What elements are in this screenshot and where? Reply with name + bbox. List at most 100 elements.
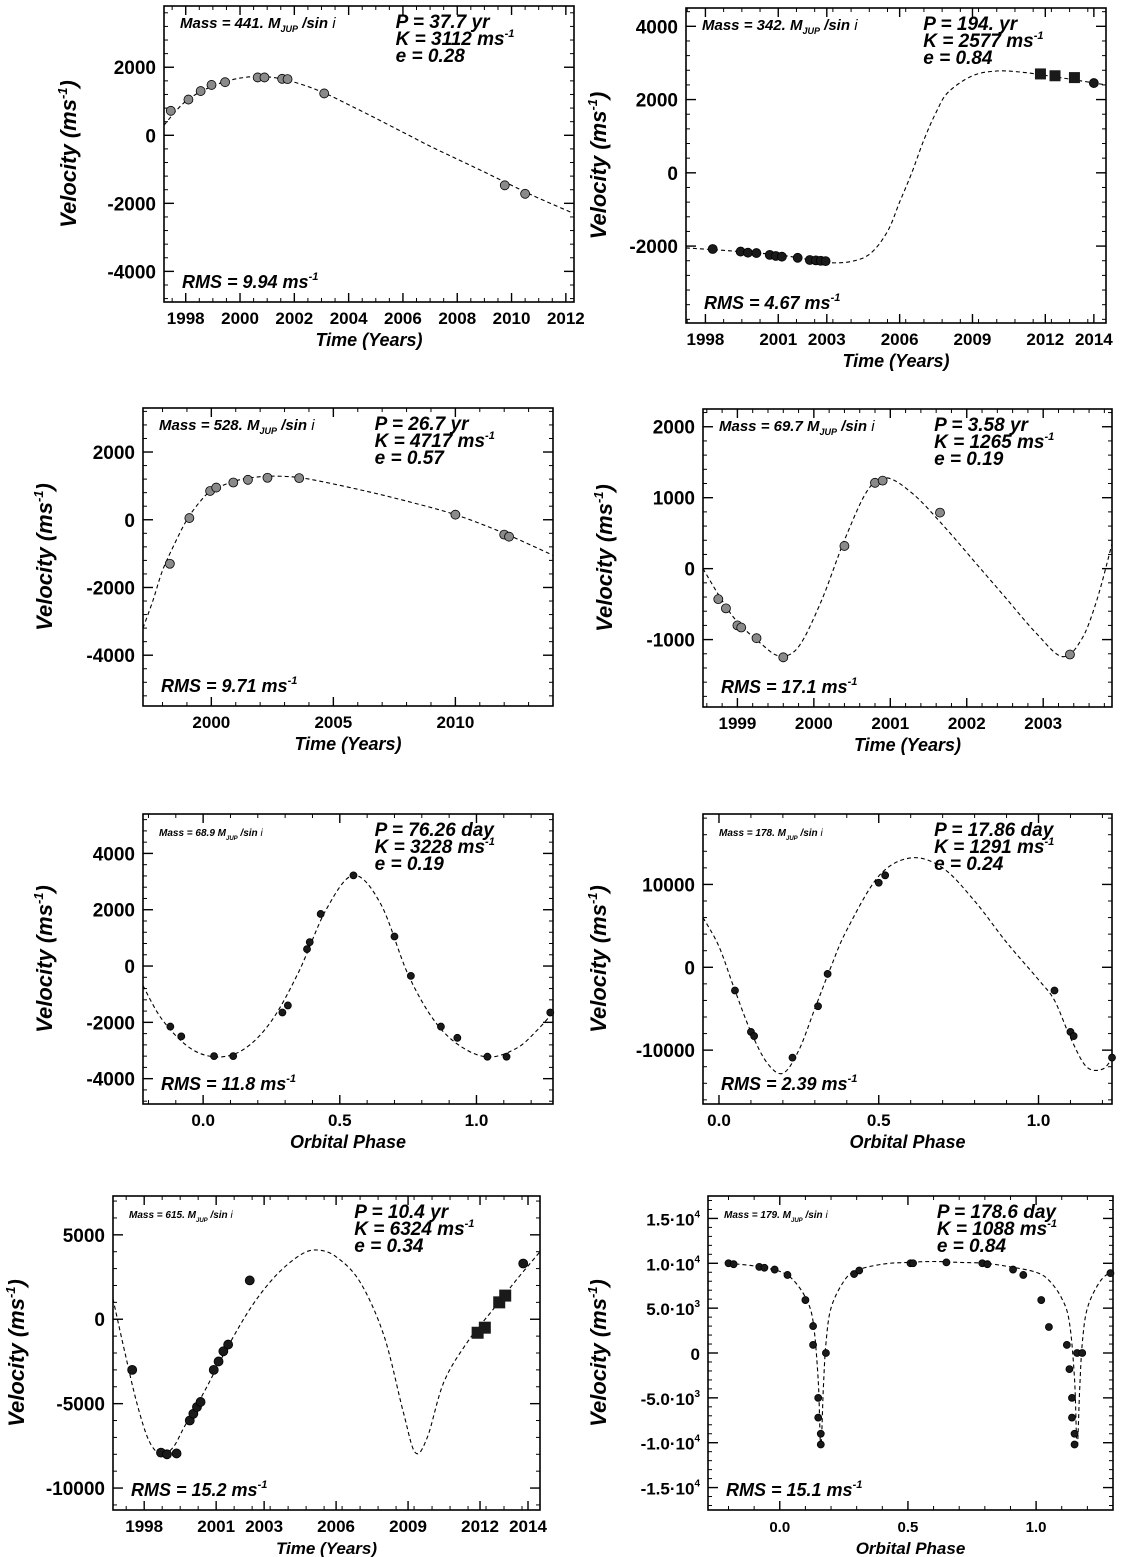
chart-panel-4: 1999 2000 2001 2002 2003 -1000 0 1000 2000 Time (… [591,408,1113,755]
data-point [166,1022,175,1031]
x-axis-label: Orbital Phase [856,1539,966,1557]
data-point [1045,1323,1053,1331]
data-point [721,603,731,614]
data-point [731,986,739,995]
period-annotation: P = 194. yr [923,14,1018,35]
y-tick-label: -10000 [636,1041,695,1062]
x-tick-label: 1999 [718,714,756,733]
eccentricity-annotation: e = 0.19 [934,449,1004,470]
data-point [278,1008,287,1017]
data-point [877,475,888,486]
data-point [881,871,890,880]
period-annotation: P = 178.6 day [937,1202,1058,1223]
semi-amplitude-annotation: K = 3228 ms-1 [375,836,495,858]
y-tick-label: 4000 [636,17,678,38]
fit-curve [143,874,553,1058]
data-point [262,472,273,483]
x-tick-label: 2003 [808,330,846,349]
x-tick-label: 2006 [317,1517,355,1536]
data-point [349,871,358,880]
data-point [801,1296,810,1304]
mass-annotation: Mass = 68.9 MJUP /sin i [159,828,263,842]
y-axis-label: Velocity (ms-1) [31,483,57,631]
y-tick-label: -2000 [86,578,135,599]
data-point [820,256,831,266]
x-axis-label: Orbital Phase [849,1132,965,1152]
y-tick-label: 2000 [93,443,135,464]
rms-annotation: RMS = 15.1 ms-1 [726,1479,862,1500]
rms-annotation: RMS = 2.39 ms-1 [721,1073,857,1094]
x-tick-label: 2006 [384,309,422,328]
x-axis-label: Time (Years) [854,735,961,755]
data-point [770,1265,779,1274]
mass-annotation: Mass = 69.7 MJUP /sin i [719,418,875,437]
y-tick-label: 2000 [93,901,135,922]
y-tick-label: -5.0·103 [641,1389,701,1409]
data-point [1088,78,1099,88]
data-point [1065,1365,1074,1374]
plot-frame [163,5,575,303]
x-tick-label: 2008 [438,309,476,328]
chart-panel-1: 1998 2000 2002 2004 2006 2008 2010 2012 -4000 -20… [55,5,585,350]
data-point [1068,1393,1076,1402]
data-point [282,74,293,85]
y-tick-label: -2000 [86,1013,135,1034]
data-point [223,1339,234,1350]
data-point-square [1034,68,1046,80]
data-point [305,938,314,947]
y-tick-label: 0 [124,511,135,532]
data-point-square [478,1321,491,1334]
x-tick-label: 2005 [314,713,352,732]
rms-annotation: RMS = 17.1 ms-1 [721,676,857,697]
data-point [935,507,945,518]
data-point [244,1275,255,1286]
data-point [183,94,194,105]
x-axis-label: Time (Years) [294,734,401,754]
data-point [707,244,718,254]
data-point [736,622,747,633]
y-tick-label: -10000 [46,1479,105,1500]
data-point-square [1049,70,1061,82]
x-tick-label: 2002 [948,714,986,733]
x-tick-label: 2000 [221,309,259,328]
x-tick-label: 1.0 [465,1111,489,1130]
x-tick-label: 2000 [795,714,833,733]
data-point [303,945,311,954]
y-axis-label: Velocity (ms-1) [55,80,81,228]
mass-annotation: Mass = 179. MJUP /sin i [724,1210,828,1224]
data-point [1106,1269,1115,1278]
data-point [816,1429,825,1438]
y-axis-label: Velocity (ms-1) [3,1279,29,1427]
mass-annotation: Mass = 342. MJUP /sin i [702,17,858,36]
rms-annotation: RMS = 9.71 ms-1 [161,675,297,696]
data-point [855,1266,864,1275]
y-tick-label: 2000 [114,58,156,79]
plot-frame [702,408,1113,708]
semi-amplitude-annotation: K = 1291 ms-1 [934,836,1054,858]
data-point [164,558,175,569]
y-tick-label: 0 [691,1345,700,1364]
y-axis-label: Velocity (ms-1) [585,885,611,1033]
plot-frame [702,813,1113,1105]
y-tick-label: -2000 [629,237,678,258]
period-annotation: P = 76.26 day [375,820,496,841]
x-tick-label: 0.5 [328,1111,352,1130]
data-point [319,88,330,99]
data-point [208,1364,219,1375]
rms-annotation: RMS = 4.67 ms-1 [704,292,840,313]
chart-panel-3: 2000 2005 2010 -4000 -2000 0 2000 Time (Years) V… [31,407,554,754]
data-point [751,248,762,258]
y-tick-label: 1000 [653,489,695,510]
data-point [450,509,461,520]
data-point [809,1341,817,1349]
y-axis-label: Velocity (ms-1) [585,1279,611,1427]
plot-frame [142,407,554,707]
chart-panel-2: 1998 2001 2003 2006 2009 2012 2014 -2000 0 2000 40… [585,7,1113,371]
data-point [809,1322,817,1330]
data-point [783,1271,792,1279]
fit-curve [686,70,1106,264]
eccentricity-annotation: e = 0.57 [375,448,446,469]
data-point-square [499,1289,512,1302]
y-tick-label: 0 [124,957,135,978]
eccentricity-annotation: e = 0.34 [354,1236,424,1257]
